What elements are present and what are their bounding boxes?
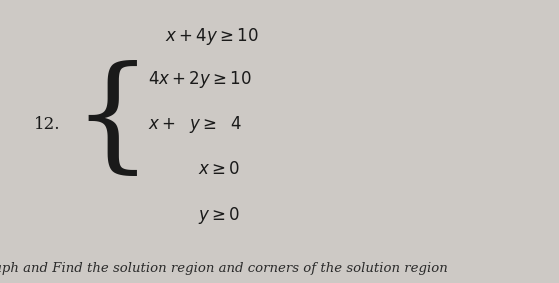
Text: Graph and Find the solution region and corners of the solution region: Graph and Find the solution region and c… <box>0 261 448 275</box>
Text: $x \geq 0$: $x \geq 0$ <box>198 161 240 178</box>
Text: $x +\ \ y \geq\ \ 4$: $x +\ \ y \geq\ \ 4$ <box>148 114 242 135</box>
Text: 12.: 12. <box>34 116 60 133</box>
Text: {: { <box>72 61 151 182</box>
Text: $y \geq 0$: $y \geq 0$ <box>198 205 240 226</box>
Text: $x + 4y \geq 10$: $x + 4y \geq 10$ <box>165 26 258 47</box>
Text: $4x + 2y \geq 10$: $4x + 2y \geq 10$ <box>148 69 252 90</box>
